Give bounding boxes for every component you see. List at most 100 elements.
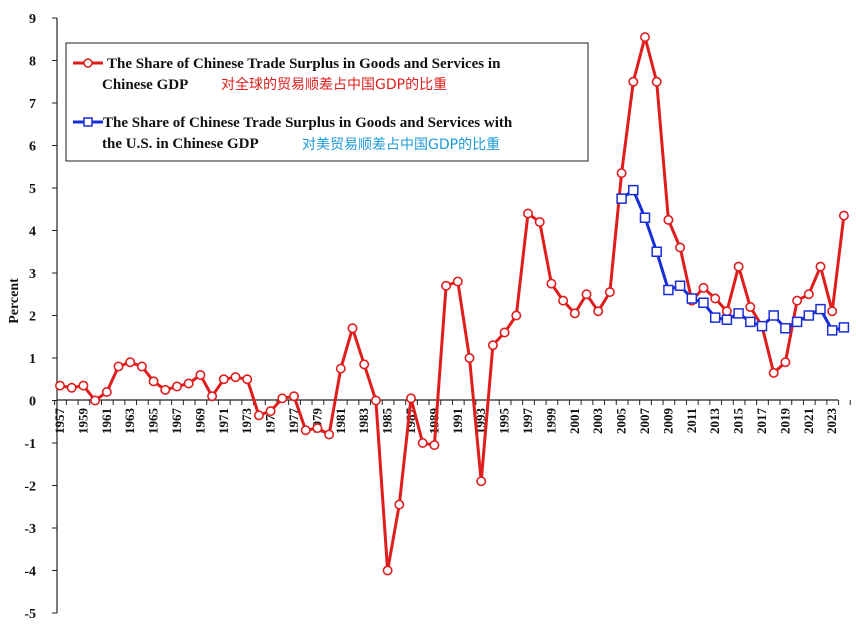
x-tick-label: 1967 — [169, 408, 184, 435]
data-point-circle — [265, 406, 276, 417]
data-point-circle — [476, 476, 487, 487]
data-point-circle — [370, 395, 381, 406]
legend-box — [65, 42, 589, 162]
x-tick-label: 1963 — [122, 408, 137, 435]
data-point-square — [768, 310, 779, 321]
x-tick-label: 1983 — [356, 408, 371, 435]
data-point-circle — [499, 327, 510, 338]
x-tick-label: 2023 — [824, 408, 839, 435]
data-point-circle — [546, 278, 557, 289]
x-tick-label: 2021 — [801, 408, 816, 434]
data-point-circle — [218, 374, 229, 385]
data-point-circle — [511, 310, 522, 321]
data-point-circle — [616, 168, 627, 179]
x-tick-label: 1997 — [520, 408, 535, 435]
data-point-circle — [417, 437, 428, 448]
data-point-circle — [394, 499, 405, 510]
legend-label-us-line2: the U.S. in Chinese GDP — [102, 136, 259, 152]
data-point-circle — [675, 242, 686, 253]
data-point-square — [803, 310, 815, 321]
data-point-circle — [780, 357, 791, 368]
data-point-square — [815, 303, 826, 315]
x-tick-label: 1959 — [75, 408, 90, 435]
data-point-circle — [733, 261, 744, 272]
data-point-square — [639, 212, 651, 223]
legend-entry-world: The Share of Chinese Trade Surplus in Go… — [73, 56, 501, 93]
y-tick-label: 5 — [29, 182, 36, 197]
data-point-circle — [113, 361, 124, 372]
y-tick-label: 4 — [29, 225, 36, 240]
data-point-circle — [710, 293, 721, 304]
data-point-circle — [768, 367, 779, 378]
data-point-square — [791, 316, 803, 328]
data-point-circle — [148, 376, 159, 387]
x-tick-label: 1971 — [216, 408, 231, 434]
data-point-circle — [522, 208, 533, 219]
x-tick-label: 2017 — [754, 408, 769, 435]
data-point-circle — [195, 369, 206, 380]
x-axis: 1957 1959 1961 1963 1965 1967 1969 1971 1973 1975… — [52, 399, 851, 435]
data-point-circle — [90, 395, 101, 406]
data-point-circle — [429, 440, 440, 451]
data-point-circle — [253, 410, 264, 421]
x-tick-label: 2019 — [777, 408, 792, 435]
data-point-circle — [464, 352, 475, 363]
data-point-circle — [441, 280, 452, 291]
data-point-square — [663, 284, 674, 296]
x-tick-label: 1985 — [380, 408, 395, 435]
data-point-circle — [827, 306, 838, 317]
data-point-circle — [815, 261, 826, 272]
x-tick-label: 2013 — [707, 408, 722, 435]
data-point-square — [721, 314, 733, 325]
legend-label-us-cn: 对美贸易顺差占中国GDP的比重 — [302, 137, 500, 153]
data-point-circle — [78, 380, 89, 391]
data-point-circle — [558, 295, 569, 306]
data-point-square — [745, 316, 756, 328]
data-point-square — [628, 184, 639, 196]
series-markers — [54, 32, 850, 576]
data-point-circle — [452, 276, 463, 287]
y-tick-label: -5 — [24, 607, 36, 622]
y-tick-label: 9 — [29, 12, 36, 27]
data-point-circle — [745, 301, 756, 312]
x-tick-label: 1981 — [333, 408, 348, 434]
x-tick-label: 1999 — [543, 408, 558, 435]
legend-entry-us: The Share of Chinese Trade Surplus in Go… — [73, 115, 513, 153]
data-point-square — [651, 246, 662, 257]
data-point-circle — [663, 214, 674, 225]
y-tick-label: 2 — [29, 310, 36, 325]
y-tick-label: 7 — [29, 97, 36, 112]
data-point-circle — [300, 425, 311, 436]
data-point-square — [780, 323, 791, 334]
data-point-circle — [569, 308, 580, 319]
x-tick-label: 1995 — [497, 408, 512, 435]
data-point-circle — [593, 306, 604, 317]
x-tick-label: 1991 — [450, 408, 465, 434]
data-point-circle — [651, 76, 662, 87]
data-point-circle — [628, 76, 639, 87]
y-tick-label: -4 — [24, 565, 36, 580]
legend-label-world-line1: The Share of Chinese Trade Surplus in Go… — [107, 56, 501, 72]
data-point-circle — [359, 359, 370, 370]
legend-label-world-line2: Chinese GDP — [102, 77, 188, 93]
x-tick-label: 1973 — [239, 408, 254, 435]
data-point-circle — [207, 391, 218, 402]
x-tick-label: 1957 — [52, 408, 67, 435]
data-point-circle — [534, 217, 545, 228]
data-point-circle — [639, 32, 650, 43]
y-tick-label: -2 — [24, 480, 36, 495]
y-tick-label: -1 — [24, 437, 36, 452]
data-point-square — [686, 293, 698, 304]
legend: The Share of Chinese Trade Surplus in Go… — [65, 42, 589, 162]
data-point-circle — [277, 393, 288, 404]
x-tick-label: 1977 — [286, 408, 301, 435]
x-tick-label: 1961 — [99, 408, 114, 434]
data-point-square — [674, 280, 686, 291]
data-point-circle — [136, 361, 147, 372]
data-point-circle — [101, 386, 112, 397]
data-point-circle — [125, 357, 136, 368]
data-point-circle — [160, 384, 171, 395]
data-point-circle — [324, 429, 335, 440]
x-tick-label: 2015 — [731, 408, 746, 435]
